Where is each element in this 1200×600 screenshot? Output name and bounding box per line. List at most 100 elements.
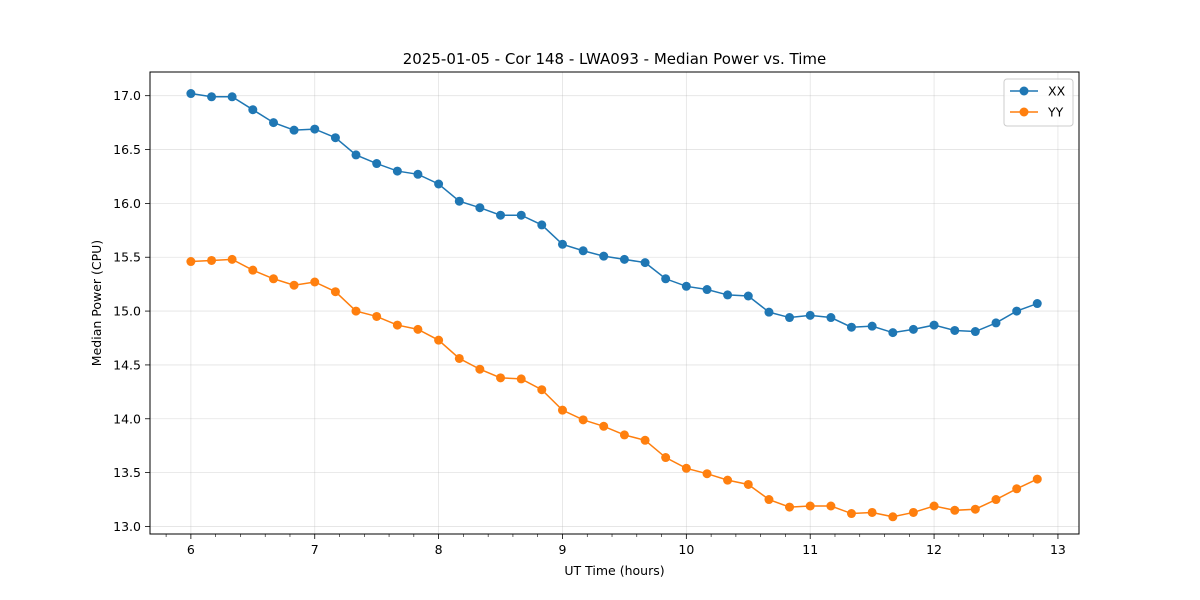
y-tick-label: 16.5: [113, 142, 141, 157]
data-point-xx: [227, 92, 237, 102]
grid-layer: [150, 72, 1079, 534]
data-point-xx: [330, 133, 340, 143]
data-point-xx: [248, 105, 258, 115]
data-point-xx: [537, 220, 547, 230]
data-point-yy: [557, 405, 567, 415]
data-point-yy: [805, 501, 815, 511]
data-point-yy: [413, 324, 423, 334]
data-point-yy: [454, 353, 464, 363]
data-point-xx: [351, 150, 361, 160]
data-point-yy: [330, 287, 340, 297]
data-point-xx: [207, 92, 217, 102]
data-point-xx: [392, 166, 402, 176]
data-point-xx: [640, 258, 650, 268]
data-point-xx: [269, 118, 278, 128]
y-tick-label: 16.0: [113, 196, 141, 211]
data-point-yy: [764, 495, 774, 505]
x-tick-label: 12: [926, 542, 942, 557]
data-point-xx: [929, 320, 939, 330]
data-point-xx: [661, 274, 671, 284]
data-point-yy: [269, 274, 278, 284]
data-point-yy: [661, 453, 671, 463]
data-point-yy: [434, 335, 444, 345]
x-tick-label: 10: [678, 542, 694, 557]
data-point-xx: [413, 169, 423, 179]
chart-title: 2025-01-05 - Cor 148 - LWA093 - Median P…: [403, 50, 827, 68]
data-point-xx: [908, 324, 918, 334]
x-tick-label: 7: [311, 542, 319, 557]
data-point-yy: [970, 504, 980, 514]
data-point-xx: [557, 239, 567, 249]
series-line-yy: [190, 258, 1038, 518]
data-point-yy: [619, 430, 629, 440]
data-point-yy: [702, 469, 712, 479]
data-point-xx: [888, 328, 898, 338]
data-point-xx: [578, 246, 588, 256]
y-tick-label: 13.0: [113, 519, 141, 534]
data-point-yy: [723, 475, 733, 485]
data-point-yy: [826, 501, 836, 511]
y-tick-label: 15.5: [113, 250, 141, 265]
legend-label-yy: YY: [1047, 105, 1064, 120]
data-point-xx: [702, 285, 712, 295]
data-point-xx: [310, 124, 320, 134]
data-point-yy: [681, 463, 691, 473]
data-point-yy: [496, 373, 506, 383]
legend-entry-xx: XX: [1010, 84, 1066, 99]
data-point-yy: [207, 255, 217, 265]
data-point-yy: [950, 505, 960, 515]
data-point-yy: [888, 512, 898, 522]
data-point-yy: [227, 254, 237, 264]
data-point-yy: [537, 385, 547, 395]
legend-marker-xx: [1019, 86, 1029, 96]
data-point-xx: [743, 291, 753, 301]
data-point-xx: [826, 313, 836, 323]
data-point-yy: [186, 257, 196, 267]
data-point-xx: [599, 251, 609, 261]
data-point-xx: [970, 327, 980, 337]
x-tick-label: 8: [435, 542, 443, 557]
data-point-xx: [372, 159, 382, 169]
data-point-xx: [867, 321, 877, 331]
data-point-yy: [991, 495, 1001, 505]
data-point-xx: [785, 313, 795, 323]
data-point-yy: [248, 265, 258, 275]
data-point-xx: [496, 210, 506, 220]
data-point-xx: [434, 179, 444, 189]
data-point-xx: [619, 254, 629, 264]
legend-marker-yy: [1019, 107, 1029, 117]
x-axis-label: UT Time (hours): [564, 563, 664, 578]
data-point-xx: [475, 203, 485, 213]
data-point-yy: [785, 502, 795, 512]
data-point-xx: [454, 196, 464, 206]
y-axis-label: Median Power (CPU): [89, 240, 104, 366]
data-point-yy: [929, 501, 939, 511]
y-tick-label: 17.0: [113, 88, 141, 103]
axis-layer: 6 7 8 9 10 11 12 13 13.0 13.5 14.0 14.5 15.0 15.5 16.0…: [113, 88, 1066, 557]
data-point-yy: [475, 364, 485, 374]
data-point-yy: [743, 479, 753, 489]
data-point-xx: [950, 325, 960, 335]
data-point-yy: [599, 421, 609, 431]
data-point-xx: [516, 210, 526, 220]
y-tick-label: 13.5: [113, 465, 141, 480]
data-point-yy: [310, 277, 320, 287]
data-point-yy: [289, 280, 299, 290]
legend: XX YY: [1003, 78, 1074, 127]
data-point-xx: [764, 307, 774, 317]
legend-entry-yy: YY: [1010, 105, 1064, 120]
y-tick-label: 14.0: [113, 411, 141, 426]
data-point-xx: [681, 281, 691, 291]
y-tick-label: 15.0: [113, 304, 141, 319]
data-point-xx: [805, 310, 815, 320]
y-tick-label: 14.5: [113, 357, 141, 372]
series-layer: [186, 89, 1042, 522]
data-point-yy: [578, 415, 588, 425]
data-point-yy: [867, 507, 877, 517]
data-point-yy: [1032, 474, 1042, 484]
data-point-yy: [908, 507, 918, 517]
data-point-xx: [846, 322, 856, 332]
data-point-xx: [1032, 299, 1042, 309]
legend-label-xx: XX: [1048, 84, 1066, 99]
